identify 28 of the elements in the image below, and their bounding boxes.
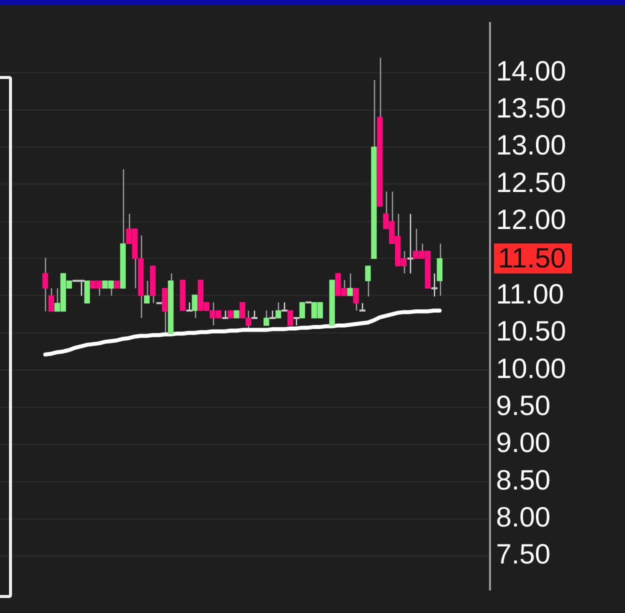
candlestick — [275, 302, 282, 319]
y-tick-label: 11.00 — [496, 278, 564, 310]
candlestick — [192, 294, 198, 319]
y-tick-label: 9.00 — [496, 427, 550, 458]
y-tick-label: 14.00 — [496, 55, 566, 86]
candlestick — [353, 288, 359, 312]
candlestick — [42, 257, 48, 312]
candlestick — [365, 265, 371, 298]
candlestick — [162, 288, 168, 334]
y-tick-label: 12.00 — [496, 204, 566, 236]
y-tick-label: 10.00 — [496, 352, 566, 384]
y-tick-label: 12.50 — [496, 166, 566, 198]
candlestick — [347, 272, 353, 296]
y-tick-label: 9.50 — [496, 390, 550, 421]
candlestick — [287, 310, 294, 326]
y-tick-label: 13.50 — [496, 92, 566, 124]
y-tick-label: 10.50 — [496, 316, 566, 347]
candlestick — [144, 280, 150, 304]
candlestick — [299, 302, 306, 318]
y-tick-label: 13.00 — [496, 130, 566, 161]
y-tick-label: 8.50 — [496, 464, 550, 496]
candlestick — [264, 310, 270, 326]
candlestick — [84, 280, 90, 304]
y-tick-label: 7.50 — [496, 538, 550, 570]
y-tick-label: 8.00 — [496, 502, 550, 533]
text: 11.50 — [498, 242, 566, 274]
candlestick — [436, 243, 442, 296]
candlestick — [48, 288, 54, 312]
